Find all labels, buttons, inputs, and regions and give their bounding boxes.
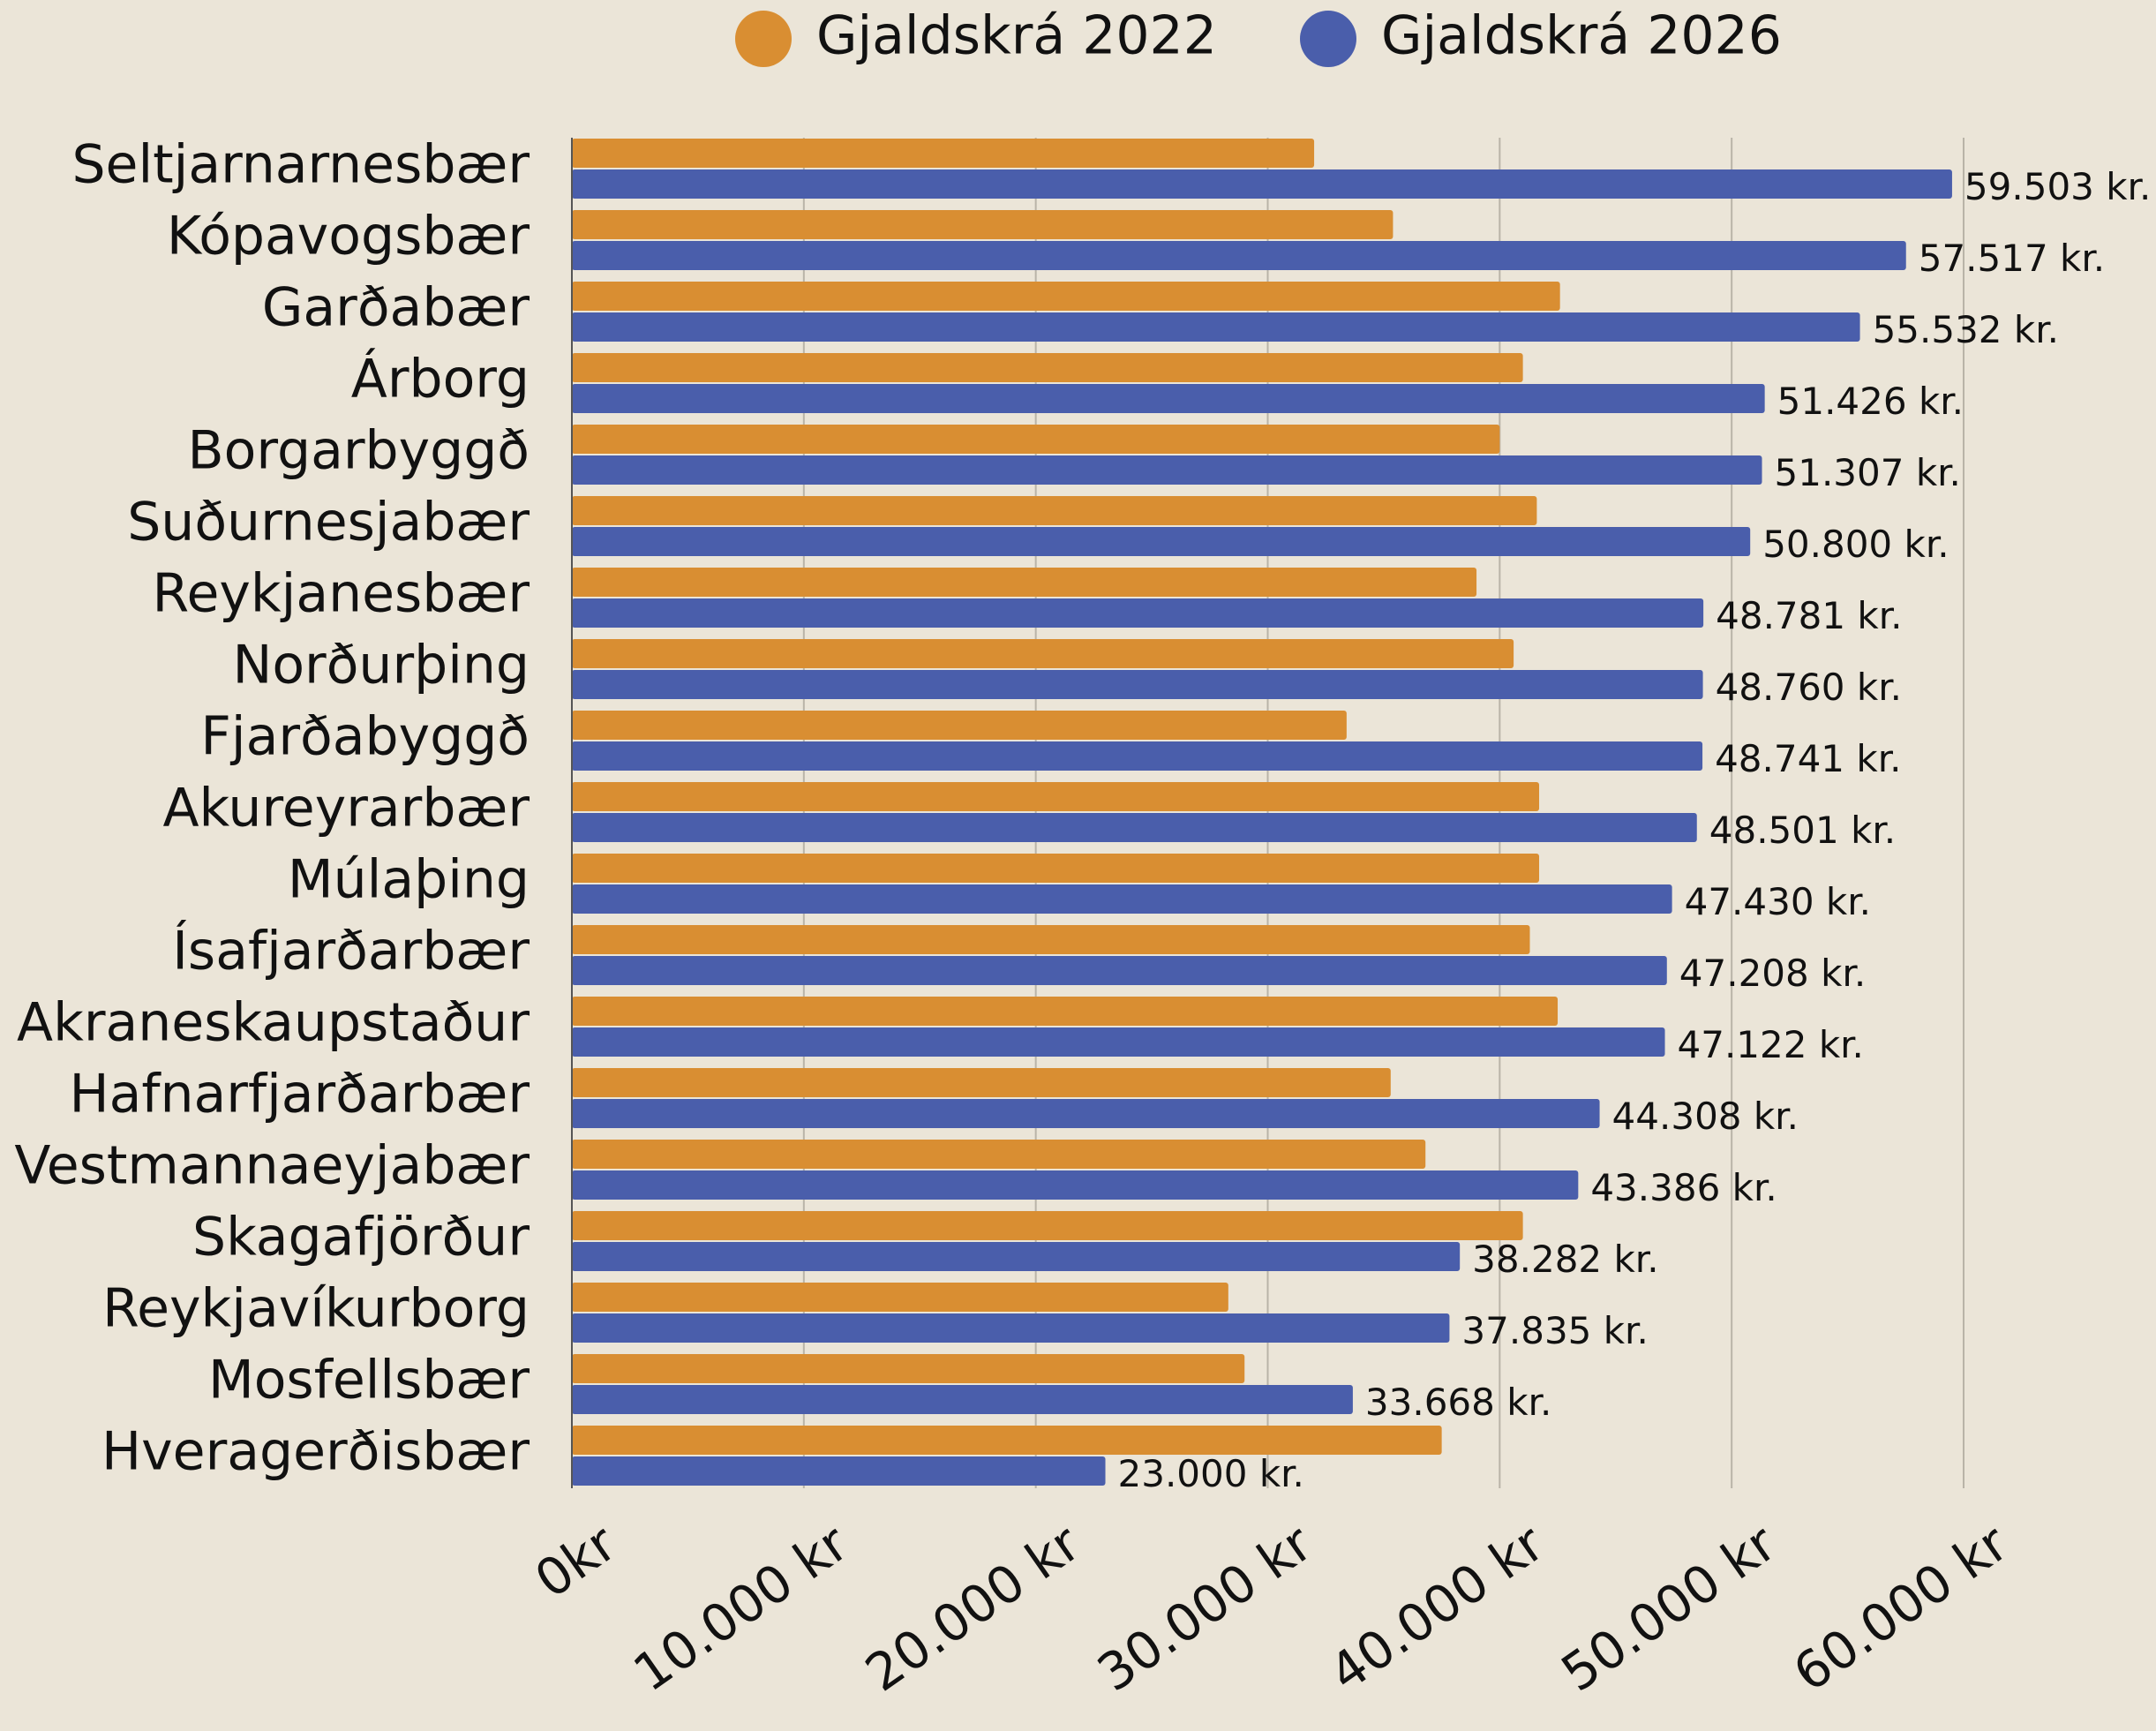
bar xyxy=(572,884,1672,914)
x-tick-label: 20.000 kr xyxy=(855,1513,1092,1704)
category-label: Múlaþing xyxy=(288,849,530,911)
bar xyxy=(572,854,1540,883)
bar xyxy=(572,1313,1450,1343)
bar xyxy=(572,527,1751,556)
category-label: Akraneskaupstaður xyxy=(17,992,530,1054)
category-label: Reykjanesbær xyxy=(153,563,530,625)
category-label: Seltjarnarnesbær xyxy=(71,134,530,196)
bar xyxy=(572,1456,1106,1486)
value-label: 57.517 kr. xyxy=(1919,237,2105,280)
category-label: Mosfellsbær xyxy=(208,1350,530,1411)
value-label: 47.122 kr. xyxy=(1678,1023,1864,1066)
legend-label: Gjaldskrá 2026 xyxy=(1381,5,1782,67)
bar xyxy=(572,425,1500,454)
category-label: Hafnarfjarðarbær xyxy=(69,1064,530,1125)
bar xyxy=(572,1385,1353,1414)
category-label: Kópavogsbær xyxy=(167,206,530,267)
value-label: 50.800 kr. xyxy=(1762,523,1949,566)
bar xyxy=(572,1170,1579,1200)
bar xyxy=(572,925,1530,954)
bar xyxy=(572,1099,1600,1128)
value-label: 43.386 kr. xyxy=(1590,1166,1777,1209)
legend-label: Gjaldskrá 2022 xyxy=(816,5,1217,67)
bar xyxy=(572,1426,1442,1455)
bar xyxy=(572,997,1559,1026)
bar xyxy=(572,210,1394,239)
value-label: 55.532 kr. xyxy=(1873,308,2059,351)
x-tick-label: 10.000 kr xyxy=(623,1513,860,1704)
value-label: 37.835 kr. xyxy=(1461,1309,1648,1352)
category-label: Vestmannaeyjabær xyxy=(14,1135,530,1197)
legend-swatch xyxy=(1300,11,1356,67)
x-tick-label: 50.000 kr xyxy=(1551,1513,1787,1704)
category-label: Norðurþing xyxy=(232,635,530,696)
bar xyxy=(572,241,1906,270)
value-label: 47.430 kr. xyxy=(1685,880,1871,923)
bar xyxy=(572,782,1540,811)
bar xyxy=(572,282,1560,311)
x-tick-label: 60.000 kr xyxy=(1783,1513,2019,1704)
value-label: 48.781 kr. xyxy=(1716,594,1902,637)
bar xyxy=(572,598,1704,628)
value-label: 59.503 kr. xyxy=(1964,165,2151,208)
bar xyxy=(572,353,1523,382)
bar xyxy=(572,496,1537,525)
value-label: 47.208 kr. xyxy=(1679,952,1866,995)
value-label: 51.307 kr. xyxy=(1775,451,1961,494)
bar xyxy=(572,1242,1461,1271)
bar xyxy=(572,169,1952,199)
bar xyxy=(572,1354,1245,1383)
bar xyxy=(572,813,1697,842)
bar xyxy=(572,455,1762,485)
legend-swatch xyxy=(735,11,792,67)
bar xyxy=(572,1211,1523,1240)
bar xyxy=(572,956,1667,985)
value-label: 23.000 kr. xyxy=(1118,1452,1304,1495)
x-tick-label: 30.000 kr xyxy=(1086,1513,1323,1704)
value-label: 51.426 kr. xyxy=(1777,380,1964,423)
value-label: 48.741 kr. xyxy=(1715,737,1901,780)
category-label: Borgarbyggð xyxy=(188,420,530,482)
value-label: 38.282 kr. xyxy=(1472,1238,1658,1281)
x-tick-label: 40.000 kr xyxy=(1318,1513,1555,1704)
bar xyxy=(572,1283,1228,1312)
bar xyxy=(572,1140,1426,1169)
category-label: Reykjavíkurborg xyxy=(102,1278,530,1340)
bar xyxy=(572,1068,1391,1097)
value-label: 44.308 kr. xyxy=(1612,1095,1799,1138)
x-tick-label: 0kr xyxy=(524,1513,627,1610)
bar xyxy=(572,139,1315,168)
category-label: Garðabær xyxy=(262,277,530,339)
category-label: Skagafjörður xyxy=(192,1207,530,1268)
category-label: Suðurnesjabær xyxy=(127,492,530,553)
category-label: Árborg xyxy=(351,348,530,410)
value-label: 48.501 kr. xyxy=(1709,809,1896,852)
category-label: Akureyrarbær xyxy=(162,778,530,839)
category-label: Hveragerðisbær xyxy=(101,1421,530,1483)
value-label: 48.760 kr. xyxy=(1716,666,1902,709)
bar xyxy=(572,568,1477,597)
bar xyxy=(572,670,1703,699)
bar xyxy=(572,312,1860,342)
category-label: Fjarðabyggð xyxy=(200,706,530,768)
bar xyxy=(572,711,1347,740)
bar xyxy=(572,384,1765,413)
value-label: 33.668 kr. xyxy=(1365,1381,1551,1424)
bar xyxy=(572,639,1514,668)
bar xyxy=(572,741,1703,771)
bar xyxy=(572,1027,1665,1057)
category-label: Ísafjarðarbær xyxy=(172,919,530,982)
